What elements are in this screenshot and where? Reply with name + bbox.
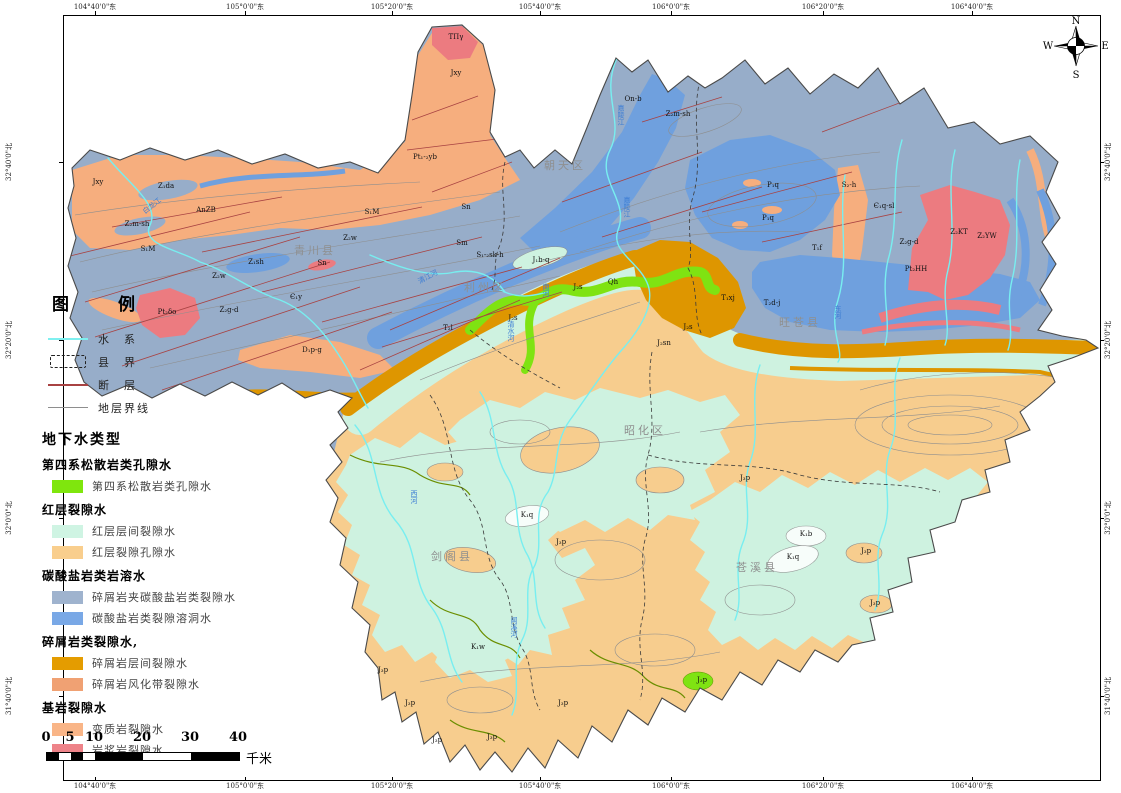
scale-bar-segment [71,753,83,760]
legend-item-label: 第四系松散岩类孔隙水 [92,480,212,493]
legend-color-swatch [52,611,83,625]
scale-bar-segment [59,753,71,760]
legend-group-heading: 基岩裂隙水 [42,701,108,715]
fault-line-swatch-icon [48,383,88,386]
legend-color-swatch [52,590,83,604]
legend-color-swatch [52,545,83,559]
legend-line-item: 地层界线 [48,396,296,419]
scale-bar-unit: 千米 [246,752,273,767]
river-swatch-icon [48,337,88,340]
county-boundary-swatch-icon [50,355,86,368]
compass-east-label: E [1101,41,1108,52]
legend-group-heading: 碳酸盐岩类岩溶水 [42,569,147,583]
legend-item-label: 红层裂隙孔隙水 [92,546,176,559]
river-line-swatch-icon [48,337,88,340]
legend-color-swatch [52,677,83,691]
legend-item-label: 红层层间裂隙水 [92,525,176,538]
legend-group-heading: 碎屑岩类裂隙水, [42,635,139,649]
boundary-swatch-icon [48,355,88,368]
compass-north-label: N [1072,16,1081,27]
legend-item: 第四系松散岩类孔隙水 [52,478,296,494]
groundwater-type-title: 地下水类型 [42,432,122,448]
legend-groups: 第四系松散岩类孔隙水 第四系松散岩类孔隙水 红层裂隙水 红层层间裂隙水 红层裂隙孔隙水碳… [40,456,296,758]
legend-line-item: 断 层 [48,373,296,396]
scale-bar-segment [191,753,239,760]
legend-line-label: 县 界 [98,355,137,369]
legend-line-label: 水 系 [98,332,137,346]
scale-bar-number: 10 [84,730,104,745]
legend-item-label: 碳酸盐岩类裂隙溶洞水 [92,612,212,625]
legend-item: 碎屑岩夹碳酸盐岩类裂隙水 [52,589,296,605]
legend-item-label: 碎屑岩夹碳酸盐岩类裂隙水 [92,591,236,604]
map-fill-layers [68,25,1098,772]
legend-item-label: 变质岩裂隙水 [92,723,164,736]
legend-item: 碳酸盐岩类裂隙溶洞水 [52,610,296,626]
scale-bar-segment [143,753,191,760]
legend-color-swatch [52,656,83,670]
legend-item: 碎屑岩风化带裂隙水 [52,676,296,692]
compass-west-label: W [1043,41,1054,52]
scale-bar-segment [47,753,59,760]
scale-bar-number: 40 [228,730,248,745]
fault-swatch-icon [48,383,88,386]
legend-group-heading: 第四系松散岩类孔隙水 [42,458,173,472]
scale-bar-strip [46,752,240,761]
scale-bar: 0 5 10 20 30 40 千米 [40,730,340,774]
scale-bar-number: 0 [41,730,51,745]
legend-line-items: 水 系县 界断 层地层界线 [40,327,296,419]
legend-item-label: 碎屑岩风化带裂隙水 [92,678,200,691]
legend-color-swatch [52,479,83,493]
legend-title: 图 例 [52,295,151,315]
legend-item: 变质岩裂隙水 [52,721,296,737]
region-outline [67,24,1100,773]
stratum-line-swatch-icon [48,407,88,408]
legend-item: 红层裂隙孔隙水 [52,544,296,560]
compass-star [1053,25,1099,67]
legend-line-item: 水 系 [48,327,296,350]
compass-south-label: S [1073,70,1080,81]
legend-line-label: 断 层 [98,378,137,392]
legend-line-label: 地层界线 [98,401,150,415]
scale-bar-number: 5 [65,730,75,745]
legend-item: 碎屑岩层间裂隙水 [52,655,296,671]
scale-bar-segment [95,753,143,760]
legend-color-swatch [52,524,83,538]
stratum-swatch-icon [48,407,88,408]
legend-item: 红层层间裂隙水 [52,523,296,539]
map-frame [63,15,1101,781]
scale-bar-number: 20 [132,730,152,745]
legend: 图 例 水 系县 界断 层地层界线 地下水类型 第四系松散岩类孔隙水 第四系松散岩… [40,290,296,763]
legend-group-heading: 红层裂隙水 [42,503,108,517]
legend-item-label: 碎屑岩层间裂隙水 [92,657,188,670]
legend-color-swatch [52,722,83,736]
compass-rose: N S E W [1043,16,1109,81]
scale-bar-segment [83,753,95,760]
scale-bar-number: 30 [180,730,200,745]
legend-line-item: 县 界 [48,350,296,373]
